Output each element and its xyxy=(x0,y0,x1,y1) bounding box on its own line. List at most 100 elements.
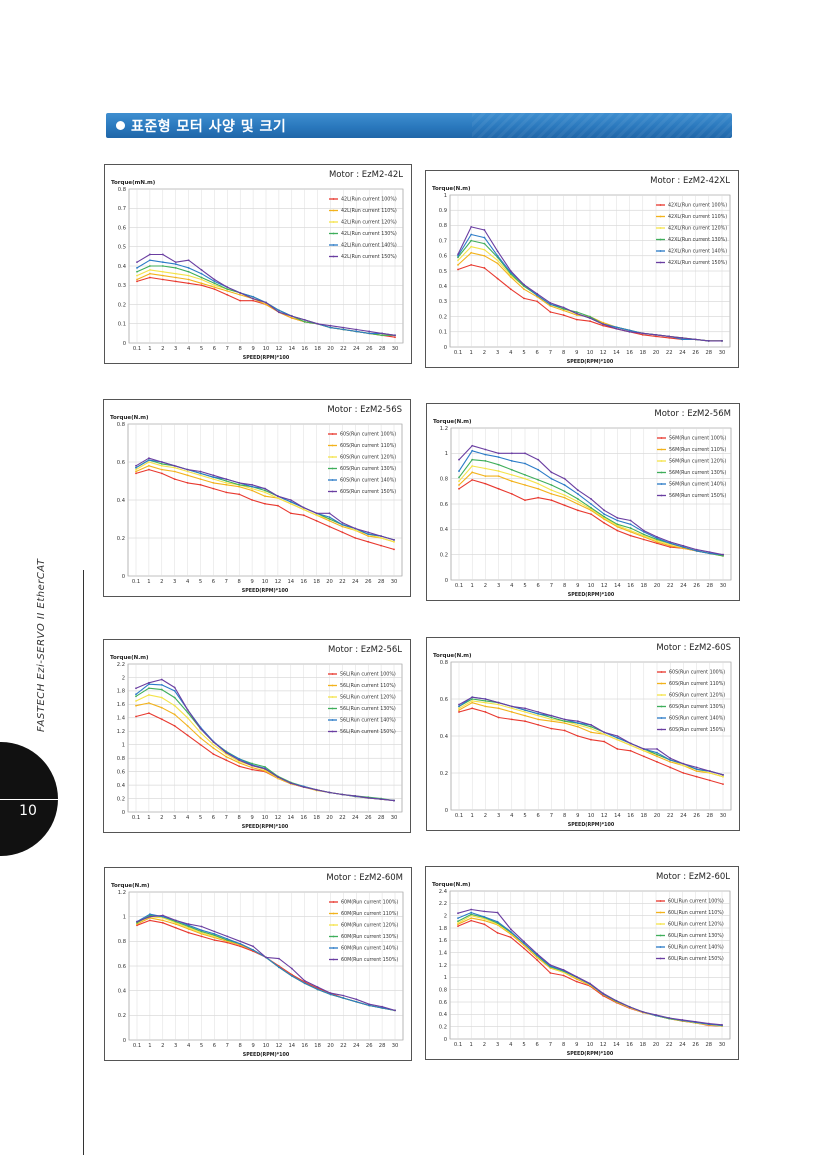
section-title: 표준형 모터 사양 및 크기 xyxy=(131,118,287,135)
data-point xyxy=(225,751,228,754)
data-point xyxy=(471,444,474,447)
data-point xyxy=(603,522,606,524)
data-point xyxy=(484,448,487,451)
y-tick-label: 0.2 xyxy=(439,1024,447,1030)
data-point xyxy=(496,920,499,923)
data-point xyxy=(589,315,591,318)
data-point xyxy=(642,749,645,752)
data-point xyxy=(135,695,137,698)
data-point xyxy=(289,512,292,515)
legend-marker xyxy=(332,244,335,246)
data-point xyxy=(642,529,645,532)
x-tick-label: 2 xyxy=(483,350,486,356)
data-point xyxy=(174,267,177,269)
data-point xyxy=(603,509,606,512)
data-point xyxy=(471,449,474,452)
data-point xyxy=(200,933,203,935)
data-point xyxy=(160,696,163,699)
legend-label: 60L(Run current 150%) xyxy=(668,956,724,962)
data-point xyxy=(602,992,605,995)
data-point xyxy=(523,947,525,950)
section-header-bar: 표준형 모터 사양 및 크기 xyxy=(106,113,732,138)
data-point xyxy=(367,535,370,537)
legend-label: 42L(Run current 140%) xyxy=(341,243,397,249)
data-point xyxy=(669,544,672,547)
x-tick-label: 1 xyxy=(470,1042,473,1048)
data-point xyxy=(393,799,395,802)
y-tick-label: 0.6 xyxy=(118,225,126,231)
data-point xyxy=(524,499,526,502)
data-point xyxy=(239,299,242,302)
data-point xyxy=(225,755,228,758)
data-point xyxy=(575,311,578,313)
data-point xyxy=(264,487,266,490)
data-point xyxy=(615,326,618,329)
data-point xyxy=(148,681,150,684)
chart-title: Motor : EzM2-42L xyxy=(329,170,403,180)
data-point xyxy=(656,537,658,540)
data-point xyxy=(695,770,698,773)
x-tick-label: 12 xyxy=(275,815,282,821)
data-point xyxy=(483,229,486,231)
y-tick-label: 0.4 xyxy=(439,284,448,290)
x-tick-label: 5 xyxy=(522,350,525,356)
data-point xyxy=(135,715,137,718)
data-point xyxy=(484,467,487,470)
data-point xyxy=(160,463,163,465)
data-point xyxy=(368,1004,371,1007)
legend-marker xyxy=(660,460,663,462)
data-point xyxy=(457,912,459,915)
legend-marker xyxy=(659,923,662,925)
data-point xyxy=(524,462,526,465)
x-tick-label: 3 xyxy=(174,1043,177,1049)
data-point xyxy=(629,519,632,522)
data-point xyxy=(496,262,499,265)
data-point xyxy=(302,506,305,509)
legend-label: 60S(Run current 140%) xyxy=(669,716,725,722)
data-point xyxy=(458,703,460,706)
data-point xyxy=(470,911,473,914)
data-point xyxy=(497,470,500,472)
x-tick-label: 6 xyxy=(537,583,540,589)
data-point xyxy=(694,338,697,341)
data-point xyxy=(136,920,138,923)
data-point xyxy=(226,941,229,944)
data-point xyxy=(341,521,344,524)
data-point xyxy=(497,707,500,710)
data-point xyxy=(509,936,512,939)
data-point xyxy=(510,492,513,495)
data-point xyxy=(536,295,539,298)
data-point xyxy=(575,975,578,978)
data-point xyxy=(497,475,500,478)
legend-marker xyxy=(659,261,662,264)
data-point xyxy=(483,267,486,269)
legend-label: 56L(Run current 110%) xyxy=(340,683,396,689)
data-point xyxy=(496,254,499,257)
data-point xyxy=(669,759,672,761)
data-point xyxy=(576,503,579,505)
data-point xyxy=(590,724,592,726)
x-tick-label: 18 xyxy=(639,1042,646,1048)
data-point xyxy=(642,533,645,536)
legend-marker xyxy=(660,494,663,497)
chart-panel-56l: Motor : EzM2-56L Torque(N.m) SPEED(RPM)*10… xyxy=(103,639,411,833)
x-tick-label: 10 xyxy=(588,813,595,819)
data-point xyxy=(603,733,606,736)
x-tick-label: 14 xyxy=(288,1043,295,1049)
x-axis-label: SPEED(RPM)*100 xyxy=(568,592,615,598)
data-point xyxy=(471,707,474,710)
data-point xyxy=(694,1020,697,1023)
data-point xyxy=(251,768,254,771)
data-point xyxy=(135,704,137,707)
x-tick-label: 16 xyxy=(301,346,308,352)
x-tick-label: 18 xyxy=(313,579,320,585)
data-point xyxy=(135,466,137,469)
data-point xyxy=(722,555,724,557)
data-point xyxy=(161,261,164,264)
y-tick-label: 0.2 xyxy=(440,771,448,777)
data-point xyxy=(616,735,619,737)
legend-label: 56M(Run current 130%) xyxy=(669,470,726,476)
data-point xyxy=(669,546,672,548)
x-tick-label: 7 xyxy=(226,1043,229,1049)
y-tick-label: 0.8 xyxy=(440,660,448,666)
